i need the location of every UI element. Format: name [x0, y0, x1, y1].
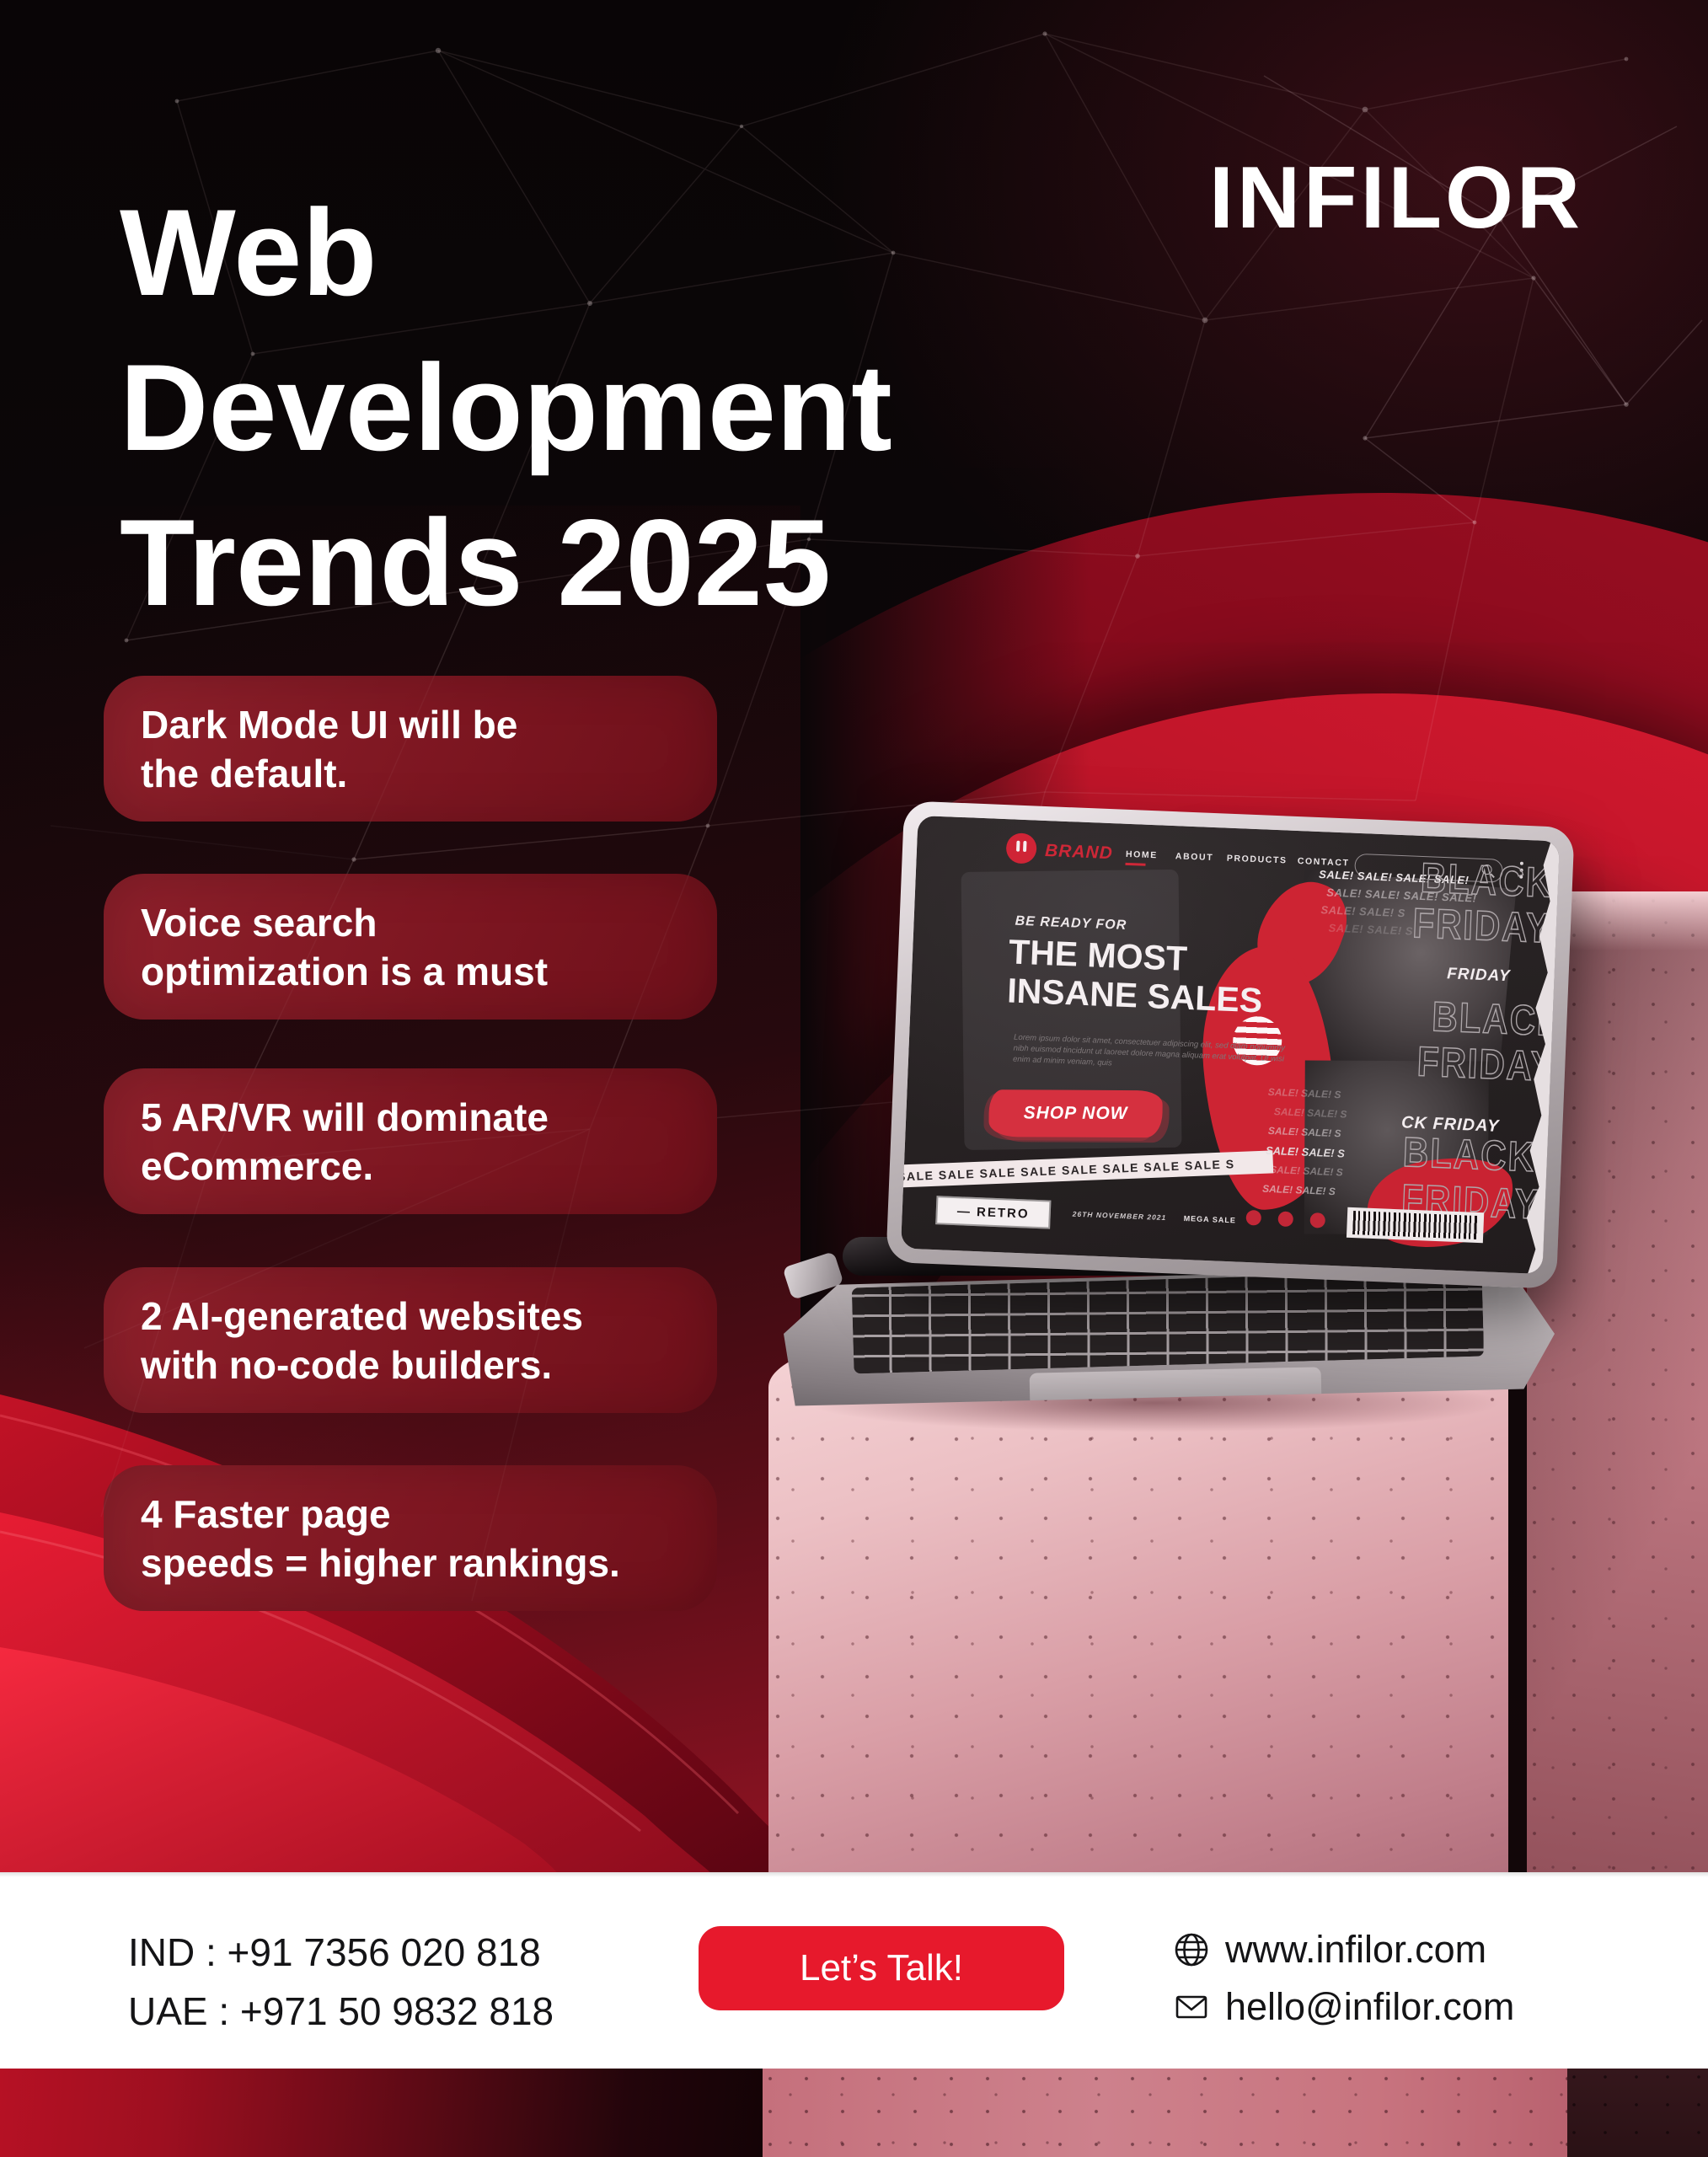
globe-icon — [1175, 1933, 1208, 1967]
friday-solid-text: FRIDAY — [1446, 965, 1511, 986]
trend-card-page-speed: 4 Faster page speeds = higher rankings. — [104, 1465, 717, 1611]
phone-numbers[interactable]: IND : +91 7356 020 818 UAE : +971 50 983… — [128, 1923, 554, 2041]
bottom-strip-pink — [763, 2069, 1567, 2157]
laptop-keyboard — [784, 1266, 1555, 1406]
keyboard-keys — [851, 1270, 1485, 1374]
trend-card-dark-mode: Dark Mode UI will be the default. — [104, 676, 717, 822]
site-nav-products[interactable]: PRODUCTS — [1226, 853, 1288, 866]
website-mockup: BRAND HOME ABOUT PRODUCTS CONTACT SALE! … — [900, 815, 1561, 1275]
bottom-strip-dark — [1567, 2069, 1708, 2157]
company-logo: INFILOR — [1209, 149, 1583, 247]
website-row[interactable]: www.infilor.com — [1173, 1921, 1514, 1978]
envelope-icon — [1175, 1995, 1207, 2019]
barcode — [1346, 1207, 1485, 1244]
site-nav-home[interactable]: HOME — [1125, 849, 1158, 867]
trend-card-voice-search: Voice search optimization is a must — [104, 874, 717, 1020]
black-friday-outline-text: BLACK — [1419, 854, 1555, 907]
phone-ind: IND : +91 7356 020 818 — [128, 1930, 541, 1974]
mega-sale-label: MEGA SALE — [1183, 1213, 1237, 1225]
phone-uae: UAE : +971 50 9832 818 — [128, 1989, 554, 2033]
sale-ticker: SALE SALE SALE SALE SALE SALE SALE SALE … — [900, 1150, 1274, 1188]
twitter-icon[interactable] — [1245, 1209, 1262, 1226]
facebook-icon[interactable] — [1277, 1211, 1294, 1228]
shop-now-button[interactable]: SHOP NOW — [988, 1089, 1163, 1138]
trend-card-ar-vr: 5 AR/VR will dominate eCommerce. — [104, 1068, 717, 1214]
trend-card-ai-websites: 2 AI-generated websites with no-code bui… — [104, 1267, 717, 1413]
site-logo-icon[interactable] — [1005, 832, 1037, 864]
retro-badge: — RETRO — [935, 1196, 1052, 1229]
sale-text-column-mid: SALE! SALE! S SALE! SALE! S SALE! SALE! … — [1261, 1085, 1347, 1198]
contact-bar: IND : +91 7356 020 818 UAE : +971 50 983… — [0, 1872, 1708, 2069]
hero-title: THE MOST INSANE SALES — [1006, 932, 1264, 1020]
site-brand[interactable]: BRAND — [1044, 840, 1114, 864]
black-friday-outline-text: FRIDAY — [1411, 899, 1553, 952]
email-row[interactable]: hello@infilor.com — [1173, 1978, 1514, 2036]
black-friday-outline-text: BLACK — [1401, 1127, 1537, 1180]
laptop-screen: BRAND HOME ABOUT PRODUCTS CONTACT SALE! … — [886, 800, 1575, 1289]
bottom-strip-red — [0, 2069, 763, 2157]
lets-talk-button[interactable]: Let’s Talk! — [699, 1926, 1064, 2010]
site-date: 26TH NOVEMBER 2021 — [1072, 1209, 1167, 1223]
poster-title: Web Development Trends 2025 — [120, 184, 892, 631]
site-nav-about[interactable]: ABOUT — [1175, 851, 1214, 864]
web-contacts: www.infilor.com hello@infilor.com — [1173, 1921, 1514, 2036]
